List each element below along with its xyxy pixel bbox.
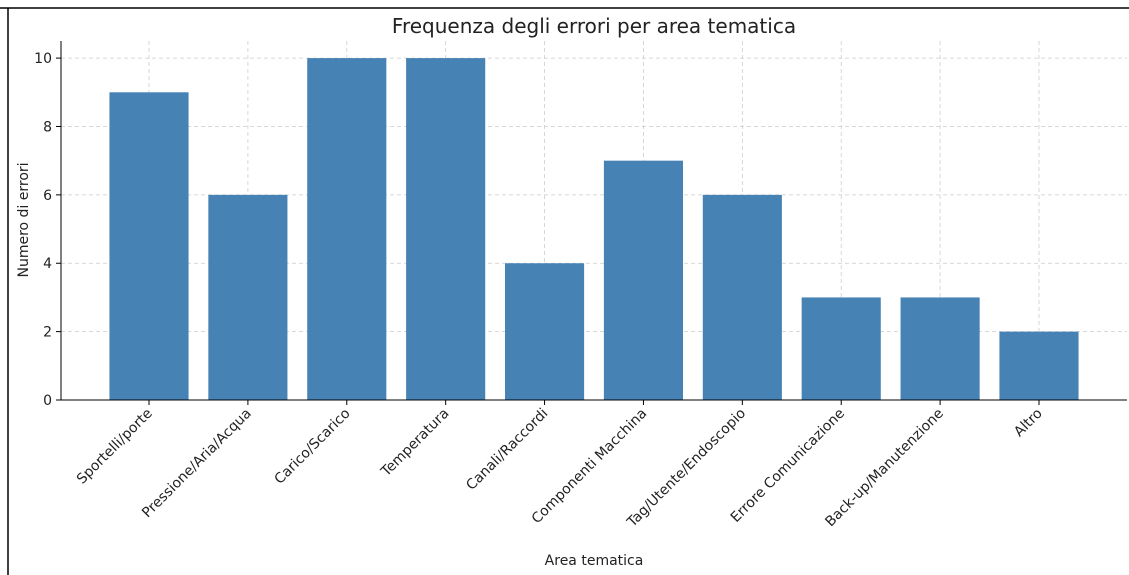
bar: [208, 194, 288, 400]
bar: [603, 160, 683, 400]
x-tick-label: Canali/Raccordi: [463, 406, 551, 494]
x-tick-label: Temperatura: [378, 406, 453, 481]
bar: [307, 58, 387, 400]
y-tick-label: 2: [43, 325, 52, 341]
x-tick-label: Back-up/Manutenzione: [822, 406, 947, 531]
bar: [801, 297, 881, 400]
x-axis-label: Area tematica: [545, 553, 644, 569]
x-tick-label: Sportelli/porte: [74, 406, 156, 488]
bar: [109, 92, 189, 401]
bar: [900, 297, 980, 400]
bar: [406, 58, 486, 400]
y-tick-label: 10: [34, 51, 52, 67]
y-tick-label: 6: [43, 188, 52, 204]
x-tick-label: Carico/Scarico: [272, 406, 354, 488]
chart-title: Frequenza degli errori per area tematica: [392, 14, 796, 38]
y-axis-label: Numero di errori: [16, 162, 32, 277]
x-tick-label: Errore Comunicazione: [728, 406, 848, 526]
y-tick-label: 8: [43, 119, 52, 135]
x-tick-label: Pressione/Aria/Acqua: [139, 406, 255, 522]
y-tick-label: 0: [43, 393, 52, 409]
y-tick-label: 4: [43, 256, 52, 272]
x-tick-label: Altro: [1011, 406, 1046, 441]
x-tick-label: Componenti Macchina: [529, 406, 651, 528]
bar: [702, 194, 782, 400]
bar: [999, 331, 1079, 400]
bar: [505, 263, 585, 400]
